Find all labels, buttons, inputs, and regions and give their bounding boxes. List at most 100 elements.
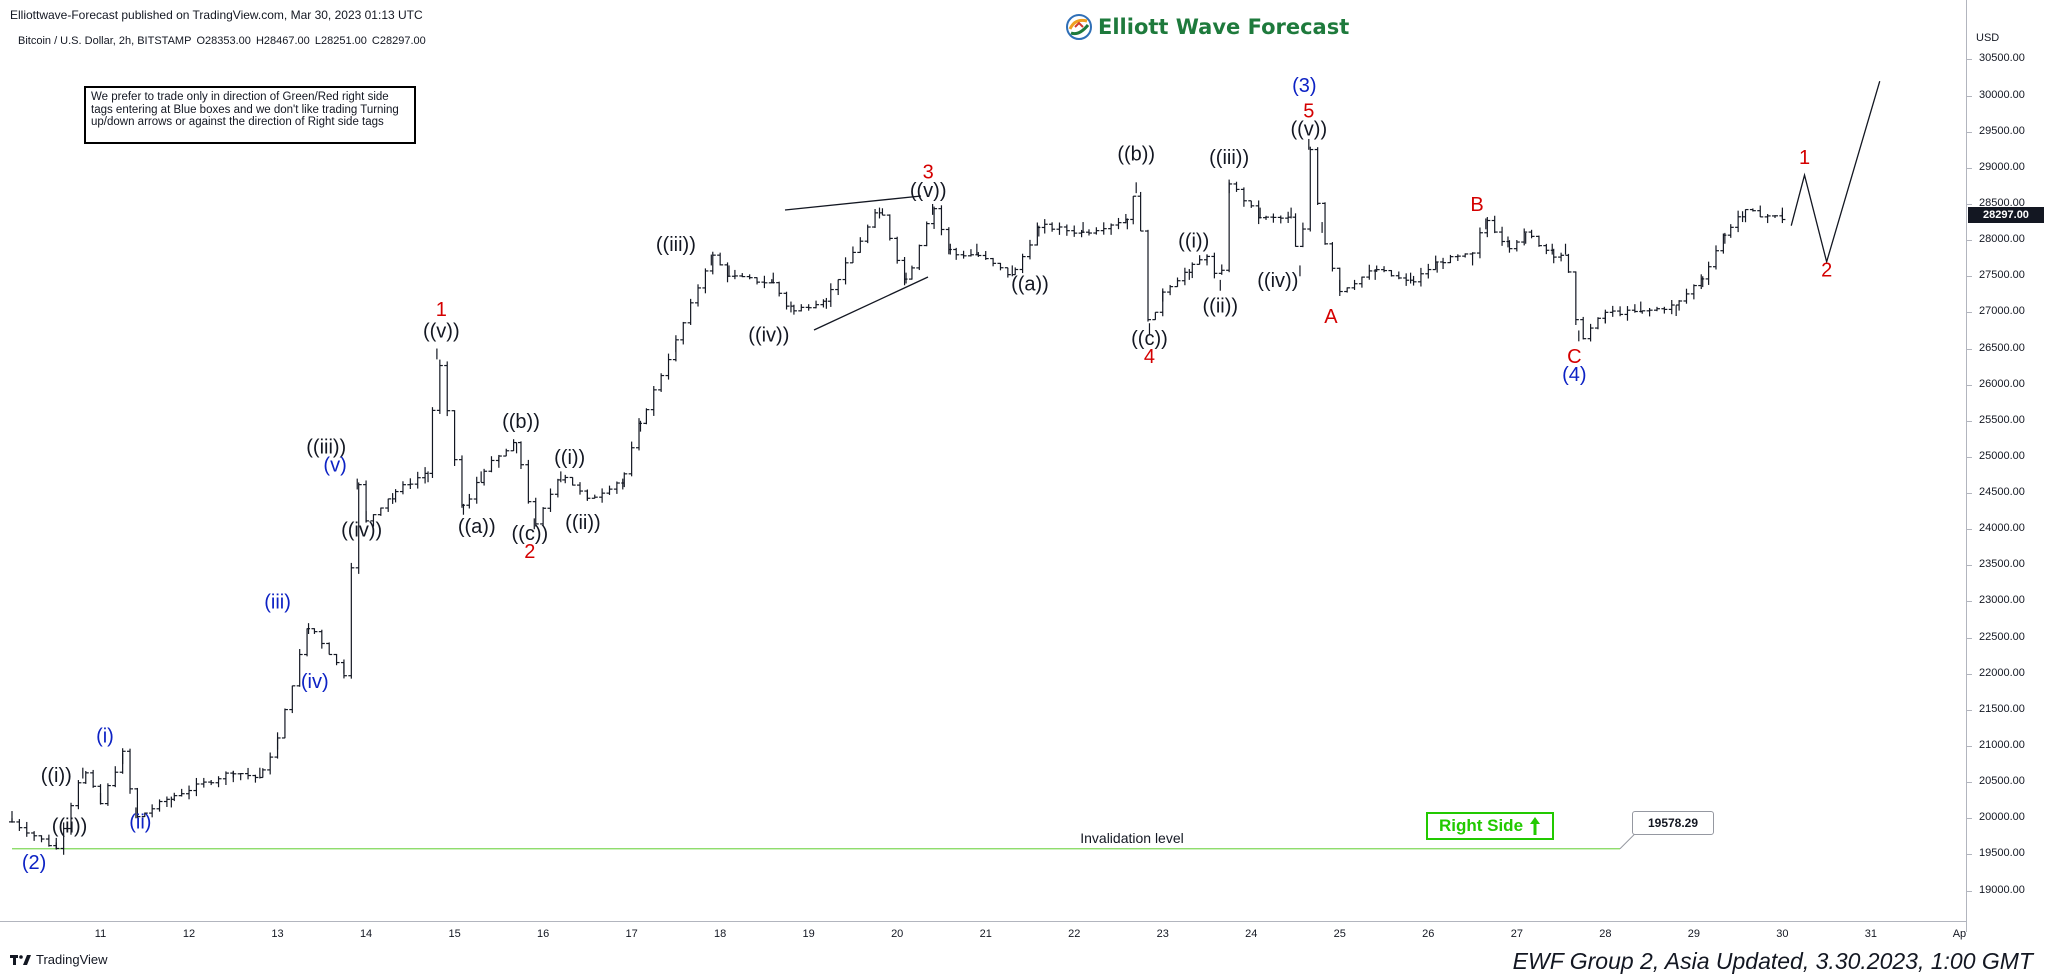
ohlc-bar: [399, 481, 406, 495]
ohlc-bar: [1085, 229, 1092, 236]
price-tick-label: 26000.00: [1979, 377, 2025, 390]
tradingview-brand[interactable]: TradingView: [10, 952, 108, 967]
date-tick-label: 12: [182, 928, 196, 940]
ohlc-bar: [967, 249, 974, 257]
ohlc-bar: [1624, 306, 1631, 321]
wave-label: (i): [96, 725, 114, 747]
ohlc-bar: [1499, 226, 1506, 246]
wave-label: ((i)): [554, 447, 585, 469]
ohlc-bar: [1115, 217, 1122, 230]
ohlc-bar: [377, 507, 384, 516]
ohlc-bar: [1004, 267, 1011, 278]
ohlc-bar: [1174, 277, 1181, 288]
ohlc-bar: [1277, 215, 1284, 224]
date-tick-label: 27: [1510, 928, 1523, 940]
ohlc-bar: [709, 251, 716, 275]
ohlc-bar: [776, 281, 783, 297]
currency-label: USD: [1976, 32, 2000, 44]
ohlc-bar: [281, 708, 288, 739]
ohlc-bar: [1063, 224, 1070, 236]
price-chart[interactable]: Invalidation level (2) ((i)) ((ii)) (i) (ii) (…: [0, 0, 1966, 921]
price-tick-mark: [1967, 709, 1972, 711]
date-tick-label: 14: [359, 928, 373, 940]
ohlc-bar: [827, 283, 834, 307]
ohlc-bar: [1469, 252, 1476, 255]
ohlc-bar: [1683, 288, 1690, 304]
ohlc-bar: [1344, 287, 1351, 293]
ohlc-bar: [451, 410, 458, 466]
ohlc-bar: [1137, 191, 1144, 232]
price-tick-label: 19000.00: [1979, 883, 2025, 896]
ohlc-bar: [1727, 224, 1734, 238]
ohlc-bar: [1211, 252, 1218, 279]
ohlc-bar: [724, 262, 731, 283]
ohlc-bar: [1543, 243, 1550, 255]
date-tick-label: 28: [1599, 928, 1612, 940]
price-tick-label: 21000.00: [1979, 739, 2025, 751]
ohlc-bar: [1314, 147, 1321, 205]
price-axis[interactable]: 30500.00 30000.00 29500.00 29000.00 28500.00…: [1966, 0, 2047, 932]
footer-title: EWF Group 2, Asia Updated, 3.30.2023, 1:…: [1512, 948, 2033, 974]
ohlc-bar: [1144, 229, 1151, 322]
ohlc-bar: [1565, 253, 1572, 273]
ohlc-bar: [562, 474, 569, 484]
ohlc-bar: [628, 441, 635, 477]
date-tick-label: 19: [802, 928, 815, 940]
date-tick-label: 18: [714, 928, 727, 940]
ohlc-bar: [1041, 219, 1048, 234]
price-tick-label: 29500.00: [1979, 124, 2025, 137]
ohlc-bar: [1189, 262, 1196, 279]
wave-label: ((iv)): [748, 324, 789, 346]
price-tick-mark: [1967, 673, 1972, 675]
ohlc-bar: [1395, 271, 1402, 280]
ohlc-bar: [1617, 306, 1624, 317]
price-tick-label: 20500.00: [1979, 775, 2025, 788]
ohlc-bar: [1071, 225, 1078, 237]
ohlc-bar: [348, 562, 355, 679]
ohlc-bar: [311, 628, 318, 634]
ohlc-bar: [1661, 306, 1668, 314]
ohlc-bar: [1772, 215, 1779, 218]
price-tick-mark: [1967, 456, 1972, 458]
ohlc-bar: [1764, 214, 1771, 224]
price-tick-mark: [1967, 203, 1972, 205]
ohlc-bar: [82, 771, 89, 784]
ohlc-bar: [429, 407, 436, 478]
ohlc-bar: [1491, 215, 1498, 234]
price-tick-label: 21500.00: [1979, 702, 2025, 715]
ohlc-bar: [1410, 275, 1417, 286]
ohlc-bar: [864, 224, 871, 244]
ohlc-bar: [503, 448, 510, 457]
ohlc-bar: [857, 237, 864, 254]
wave-label: ((v)): [1290, 118, 1327, 140]
ohlc-bar: [252, 774, 259, 783]
ohlc-bar: [591, 494, 598, 499]
wave-label: (v): [323, 454, 346, 476]
ohlc-bar: [532, 497, 539, 527]
wave-label: 1: [1799, 147, 1810, 169]
ohlc-bar: [739, 273, 746, 278]
ohlc-bar: [945, 227, 952, 255]
date-tick-label: 20: [891, 928, 904, 940]
price-tick-label: 28000.00: [1979, 233, 2025, 246]
ohlc-bar: [1646, 307, 1653, 317]
wave-label: ((i)): [1178, 230, 1209, 252]
ohlc-bar: [149, 804, 156, 818]
ohlc-bar: [245, 767, 252, 780]
ohlc-bar: [1698, 274, 1705, 290]
wedge-lower-line: [813, 276, 929, 331]
ohlc-bar: [193, 777, 200, 797]
date-tick-label: 16: [536, 928, 550, 940]
ohlc-bar: [517, 441, 524, 469]
price-tick-mark: [1967, 59, 1972, 61]
ohlc-bar: [576, 482, 583, 495]
ohlc-bar: [1255, 200, 1262, 225]
wave-label: ((b)): [502, 411, 540, 433]
date-tick-label: 21: [979, 928, 992, 940]
wave-label: ((iv)): [1257, 270, 1298, 292]
ohlc-bar: [60, 822, 67, 855]
ohlc-bar: [296, 649, 303, 687]
date-axis[interactable]: 11 12 13 14 15 16 17 18 19 20 21 22 23 24 25 26 27 28 29 30…: [0, 921, 1966, 944]
ohlc-bar: [1100, 222, 1107, 235]
ohlc-high: H28467.00: [255, 35, 310, 47]
